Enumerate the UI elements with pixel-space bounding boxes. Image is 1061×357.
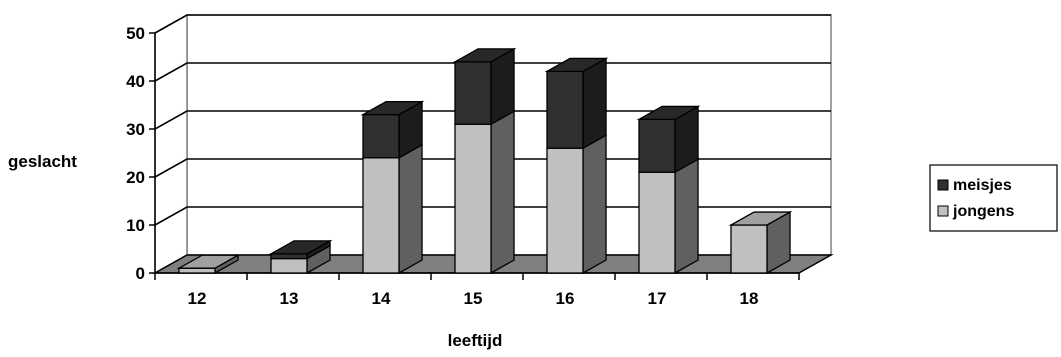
bar-stack-15 bbox=[452, 47, 517, 275]
bar-jongens-13 bbox=[270, 257, 308, 274]
legend-label-meisjes: meisjes bbox=[953, 177, 1012, 194]
bar-jongens-16 bbox=[546, 147, 584, 274]
bar-meisjes-17-top bbox=[636, 105, 701, 121]
y-axis-title: geslacht bbox=[8, 152, 77, 171]
bar-meisjes-15-top bbox=[452, 48, 517, 63]
bar-jongens-15 bbox=[454, 123, 492, 274]
bar-jongens-14-side bbox=[398, 143, 423, 275]
bar-stack-13 bbox=[268, 239, 333, 275]
bar-meisjes-13 bbox=[270, 253, 308, 260]
bar-stack-18 bbox=[728, 210, 793, 275]
legend-swatch-meisjes bbox=[937, 179, 949, 191]
bar-jongens-18 bbox=[730, 224, 768, 274]
bar-stack-14 bbox=[360, 100, 425, 275]
side-wall bbox=[154, 13, 188, 275]
bar-meisjes-13-top bbox=[268, 240, 333, 255]
bar-jongens-17-side bbox=[674, 158, 699, 275]
y-tick-label: 10 bbox=[126, 216, 145, 235]
x-tick-label: 13 bbox=[280, 289, 299, 308]
x-tick-label: 12 bbox=[188, 289, 207, 308]
y-tick-label: 0 bbox=[136, 264, 145, 283]
bar-meisjes-16-top bbox=[544, 57, 609, 73]
x-axis-tick-labels: 12 13 14 15 16 17 18 bbox=[188, 289, 759, 308]
y-tick-label: 50 bbox=[126, 24, 145, 43]
x-tick-label: 18 bbox=[740, 289, 759, 308]
x-axis-title: leeftijd bbox=[448, 331, 503, 350]
bar-meisjes-17 bbox=[638, 118, 676, 173]
x-tick-label: 17 bbox=[648, 289, 667, 308]
legend: meisjes jongens bbox=[929, 164, 1058, 232]
gridline bbox=[154, 14, 831, 34]
legend-label-jongens: jongens bbox=[952, 203, 1014, 220]
gridline bbox=[154, 62, 831, 82]
bar-stack-17 bbox=[636, 105, 701, 275]
y-tick-label: 40 bbox=[126, 72, 145, 91]
bar-meisjes-16 bbox=[546, 70, 584, 149]
bar-jongens-12-top bbox=[176, 254, 241, 269]
bar-meisjes-14-top bbox=[360, 100, 425, 116]
x-tick-label: 14 bbox=[372, 289, 391, 308]
chart-gridlines bbox=[154, 14, 831, 226]
bar-jongens-17 bbox=[638, 171, 676, 274]
x-tick-label: 15 bbox=[464, 289, 483, 308]
bar-jongens-14 bbox=[362, 157, 400, 274]
bar-stack-16 bbox=[544, 57, 609, 275]
bar-meisjes-15 bbox=[454, 61, 492, 125]
legend-swatch-jongens bbox=[937, 205, 949, 217]
bar-meisjes-14 bbox=[362, 113, 400, 159]
bar-jongens-16-side bbox=[582, 134, 607, 275]
y-tick-label: 30 bbox=[126, 120, 145, 139]
bar-jongens-12 bbox=[178, 267, 216, 274]
gridline bbox=[154, 158, 831, 178]
bar-stacks bbox=[176, 47, 793, 275]
gridline bbox=[154, 206, 831, 226]
bar-jongens-15-side bbox=[490, 110, 515, 275]
gridline bbox=[154, 110, 831, 130]
y-axis-tick-labels: 0 10 20 30 40 50 bbox=[126, 24, 145, 283]
x-tick-label: 16 bbox=[556, 289, 575, 308]
bar-meisjes-16-side bbox=[582, 57, 607, 150]
bar-jongens-18-top bbox=[728, 211, 793, 226]
y-tick-label: 20 bbox=[126, 168, 145, 187]
bar-stack-12 bbox=[176, 254, 241, 275]
legend-box bbox=[929, 164, 1058, 232]
